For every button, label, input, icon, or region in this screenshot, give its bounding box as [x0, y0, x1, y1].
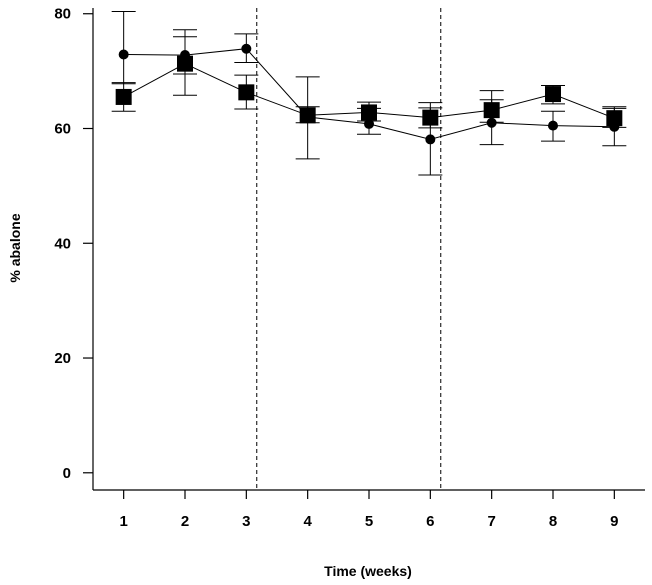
series-0-point-0: [118, 49, 129, 60]
axes: 0 20 40 60 80 1 2 3 4 5 6 7 8 9: [54, 6, 645, 530]
series-0-point-6: [486, 117, 497, 128]
x-tick-label-6: 7: [487, 513, 495, 530]
series-1-point-5: [422, 109, 439, 126]
x-tick-label-0: 1: [119, 513, 127, 530]
x-tick-label-1: 2: [181, 513, 189, 530]
x-tick-label-7: 8: [549, 513, 557, 530]
series-0-errorbar-0: [111, 10, 136, 85]
y-tick-label-2: 40: [54, 235, 71, 252]
x-tick-label-8: 9: [610, 513, 618, 530]
y-axis-label: % abalone: [7, 213, 23, 282]
series-1-point-6: [483, 102, 500, 119]
series-layer: [111, 10, 627, 176]
series-1-point-1: [177, 55, 193, 72]
axis-labels: Time (weeks) % abalone: [7, 213, 412, 579]
series-0-point-5: [425, 134, 436, 145]
series-1-point-0: [115, 88, 132, 105]
x-tick-label-4: 5: [365, 513, 373, 530]
y-tick-label-4: 80: [54, 6, 71, 23]
series-1-point-8: [606, 110, 623, 127]
x-tick-label-3: 4: [303, 513, 312, 530]
series-1-point-4: [361, 104, 377, 121]
series-1-point-3: [299, 107, 316, 124]
series-0-point-2: [241, 43, 252, 54]
series-1-point-2: [238, 84, 255, 101]
y-tick-label-3: 60: [54, 121, 71, 138]
x-tick-label-2: 3: [242, 513, 250, 530]
series-1-point-7: [545, 86, 561, 103]
y-tick-label-1: 20: [54, 350, 71, 367]
y-tick-label-0: 0: [63, 465, 71, 482]
x-axis-label: Time (weeks): [324, 563, 412, 579]
series-0-point-7: [548, 120, 558, 131]
series-1: [111, 29, 627, 129]
x-tick-label-5: 6: [426, 513, 434, 530]
reference-lines: [256, 8, 442, 490]
